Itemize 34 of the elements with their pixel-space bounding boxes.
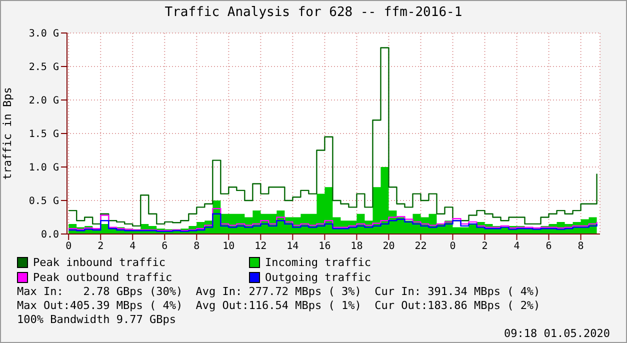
x-tick-label: 6	[162, 241, 168, 252]
x-tick-label: 8	[578, 241, 584, 252]
text: Max Out:405.39 MBps ( 4%) Avg Out:116.54 MBps ( 1%) Cur Out:183.86 MBps ( 2%)	[17, 299, 542, 313]
x-tick-label: 4	[130, 241, 136, 252]
y-tick-label: 2.5 G	[28, 62, 59, 74]
y-tick-label: 3.0 G	[28, 28, 59, 40]
x-tick-label: 0	[450, 241, 456, 252]
x-tick-label: 0	[66, 241, 72, 252]
x-tick-label: 14	[286, 241, 299, 252]
text: Max In: 2.78 GBps (30%) Avg In: 277.72 MBps ( 3%) Cur In: 391.34 MBps ( 4%)	[17, 285, 542, 299]
y-tick-label: 1.0 G	[28, 162, 59, 174]
y-tick-label: 0.5 G	[28, 196, 59, 208]
text: 09:18 01.05.2020	[503, 327, 610, 341]
x-tick-label: 20	[382, 241, 395, 252]
legend-label: Peak outbound traffic	[33, 270, 172, 284]
x-tick-label: 22	[414, 241, 427, 252]
x-tick-label: 10	[222, 241, 235, 252]
y-tick-label: 1.5 G	[28, 129, 59, 140]
legend-label: Outgoing traffic	[265, 270, 371, 284]
x-tick-label: 18	[350, 241, 363, 252]
x-tick-label: 2	[482, 241, 488, 252]
x-tick-label: 2	[98, 241, 104, 252]
x-tick-label: 16	[318, 241, 331, 252]
y-tick-label: 0.0	[40, 230, 59, 241]
text: 100% Bandwidth 9.77 GBps	[17, 313, 177, 327]
legend-label: Incoming traffic	[265, 256, 371, 268]
x-tick-label: 8	[194, 241, 200, 252]
x-tick-label: 4	[514, 241, 520, 252]
x-tick-label: 12	[254, 241, 267, 252]
legend-label: Peak inbound traffic	[33, 256, 166, 268]
y-tick-label: 2.0 G	[28, 96, 59, 107]
x-tick-label: 6	[546, 241, 552, 252]
chart-title: Traffic Analysis for 628 -- ffm-2016-1	[164, 4, 464, 21]
y-axis-title: traffic in Bps	[0, 87, 14, 180]
